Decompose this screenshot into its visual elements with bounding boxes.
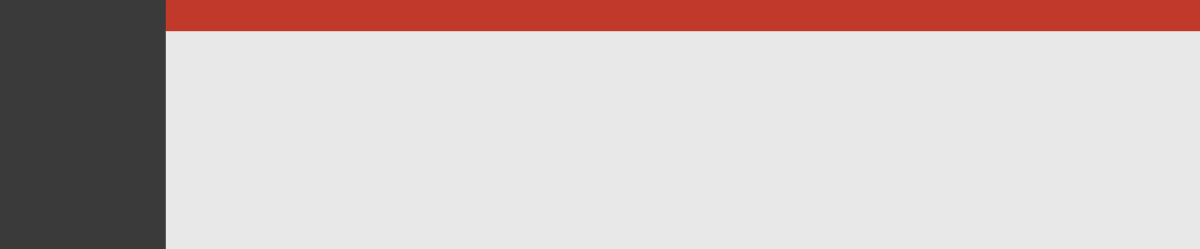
Text: c) The standard error of the mean for a sample size of 50 is: c) The standard error of the mean for a …	[12, 216, 352, 226]
Text: b)  30: b) 30	[12, 64, 49, 74]
Text: .......: .......	[1015, 79, 1037, 89]
FancyBboxPatch shape	[402, 100, 424, 117]
Text: c)  50: c) 50	[12, 88, 48, 98]
Text: (Round to two decimal places as needed.): (Round to two decimal places as needed.)	[12, 137, 252, 147]
Text: (Round to two decimal places as needed.): (Round to two decimal places as needed.)	[12, 190, 252, 200]
Text: a) The standard error of the mean for a sample size of 10 is: a) The standard error of the mean for a …	[12, 114, 353, 124]
FancyBboxPatch shape	[402, 152, 424, 170]
FancyBboxPatch shape	[402, 204, 424, 222]
Text: a)  10: a) 10	[12, 40, 49, 50]
Text: For a population with a mean equal to 250 and a standard deviation equal to 30, : For a population with a mean equal to 25…	[12, 17, 812, 27]
Text: (Round to two decimal places as needed.): (Round to two decimal places as needed.)	[12, 240, 252, 249]
Text: b) The standard error of the mean for a sample size of 30 is: b) The standard error of the mean for a …	[12, 166, 353, 176]
